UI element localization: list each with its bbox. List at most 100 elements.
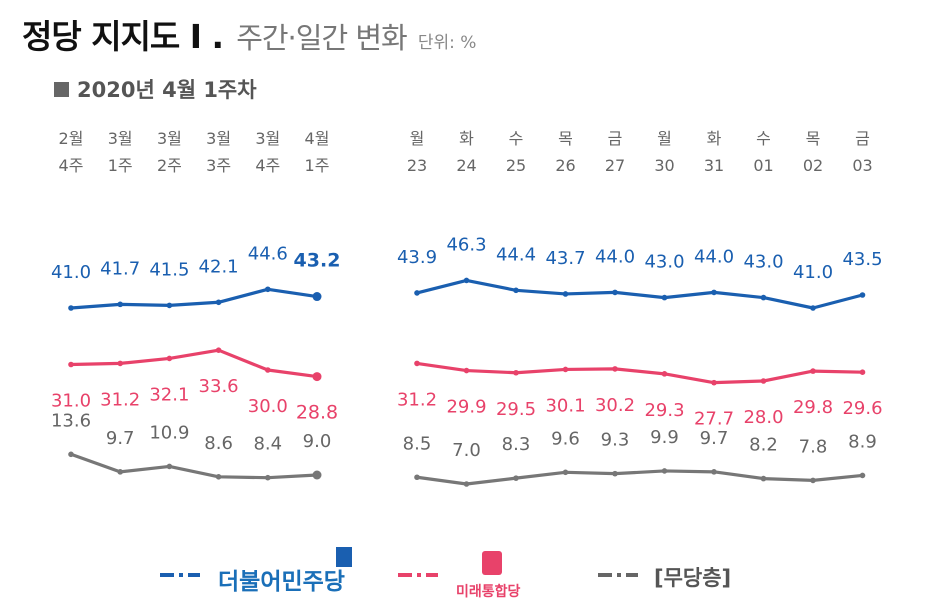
data-label-none: 8.9 — [848, 431, 877, 452]
x-tick-label-bottom: 26 — [555, 156, 575, 175]
data-label-democratic: 44.4 — [496, 244, 536, 265]
data-label-future: 29.8 — [793, 397, 833, 418]
x-tick-label-bottom: 03 — [852, 156, 872, 175]
square-bullet-icon — [54, 82, 69, 97]
data-label-democratic: 42.1 — [199, 256, 239, 277]
x-tick-label-top: 2월 — [59, 129, 84, 148]
data-point-none — [760, 475, 767, 482]
data-label-future: 29.9 — [446, 397, 486, 418]
data-label-democratic: 41.0 — [51, 262, 91, 283]
future-logo-icon — [482, 551, 502, 575]
data-point-future — [265, 367, 271, 373]
x-tick-label-bottom: 1주 — [108, 156, 133, 175]
data-point-democratic — [117, 301, 123, 308]
x-tick-label-top: 화 — [707, 129, 722, 148]
data-point-none — [117, 469, 123, 475]
data-label-future: 30.0 — [248, 396, 288, 417]
data-label-none: 8.5 — [403, 433, 432, 454]
data-label-democratic: 43.5 — [842, 249, 882, 270]
x-tick-label-top: 화 — [459, 129, 474, 148]
series-line-none — [69, 452, 319, 480]
x-tick-label-bottom: 3주 — [206, 156, 231, 175]
chart-title: 정당 지지도 I . — [22, 17, 224, 56]
data-label-none: 8.3 — [502, 434, 531, 455]
data-label-democratic: 43.7 — [545, 248, 585, 269]
data-label-democratic: 44.6 — [248, 243, 288, 264]
data-label-democratic: 44.0 — [694, 246, 734, 267]
data-point-future — [612, 366, 618, 372]
data-point-future — [859, 369, 866, 376]
x-tick-label-bottom: 24 — [456, 156, 476, 175]
data-label-democratic: 43.0 — [743, 252, 783, 273]
series-line-future — [69, 348, 319, 379]
series-line-none — [415, 469, 865, 486]
data-label-democratic: 46.3 — [446, 234, 486, 255]
x-tick-label-bottom: 4주 — [255, 156, 280, 175]
data-label-none: 13.6 — [51, 410, 91, 431]
data-label-future: 29.6 — [842, 398, 882, 419]
data-label-future: 27.7 — [694, 409, 734, 430]
x-tick-label-bottom: 1주 — [305, 156, 330, 175]
x-tick-label-bottom: 01 — [753, 156, 773, 175]
x-tick-label-bottom: 30 — [654, 156, 674, 175]
legend-line-none — [598, 573, 638, 577]
data-label-future: 31.2 — [397, 389, 437, 410]
x-tick-label-top: 3월 — [255, 129, 280, 148]
data-label-democratic: 44.0 — [595, 246, 635, 267]
legend-line-democratic — [160, 573, 200, 577]
x-tick-label-bottom: 27 — [605, 156, 625, 175]
data-label-future: 29.3 — [644, 400, 684, 421]
data-label-democratic: 41.5 — [149, 259, 189, 280]
data-point-future — [68, 361, 74, 368]
data-label-democratic: 43.2 — [294, 250, 341, 272]
period-text: 2020년 4월 1주차 — [77, 78, 257, 102]
x-tick-label-top: 3월 — [157, 129, 182, 148]
legend-line-future — [398, 573, 438, 577]
data-point-democratic — [612, 289, 618, 296]
series-line-democratic — [415, 278, 865, 310]
data-point-future — [562, 366, 569, 373]
data-point-none — [711, 469, 717, 475]
legend-item-future: 미래통합당 — [398, 545, 578, 605]
data-point-none — [463, 481, 470, 487]
data-point-none — [562, 469, 569, 476]
x-tick-label-bottom: 25 — [506, 156, 526, 175]
democratic-logo-icon — [336, 547, 352, 567]
data-point-future — [117, 360, 123, 367]
data-label-none: 8.4 — [253, 434, 282, 455]
data-point-none — [810, 477, 816, 484]
series-line-democratic — [69, 287, 319, 310]
x-tick-label-top: 목 — [558, 129, 573, 148]
data-label-democratic: 43.0 — [644, 252, 684, 273]
x-tick-label-top: 수 — [509, 129, 524, 148]
data-point-democratic — [859, 292, 866, 298]
data-label-none: 10.9 — [149, 422, 189, 443]
data-point-none — [612, 470, 618, 477]
data-label-future: 30.2 — [595, 395, 635, 416]
data-label-future: 32.1 — [149, 384, 189, 405]
x-tick-label-top: 3월 — [108, 129, 133, 148]
x-tick-label-bottom: 23 — [407, 156, 427, 175]
data-point-none — [859, 472, 866, 479]
legend-label-future: 미래통합당 — [456, 584, 521, 600]
x-tick-label-top: 수 — [756, 129, 771, 148]
data-point-future — [414, 360, 420, 367]
data-point-none — [68, 451, 74, 458]
data-label-democratic: 41.0 — [793, 262, 833, 283]
data-label-future: 29.5 — [496, 399, 536, 420]
data-point-future — [312, 372, 322, 382]
data-point-future — [661, 371, 668, 377]
data-point-democratic — [166, 302, 173, 309]
period-label: 2020년 4월 1주차 — [54, 74, 257, 104]
data-point-democratic — [711, 289, 717, 296]
data-point-democratic — [215, 299, 222, 306]
data-point-future — [760, 378, 767, 384]
data-point-democratic — [463, 277, 470, 284]
data-label-none: 9.0 — [303, 431, 332, 452]
data-point-none — [166, 463, 173, 470]
data-label-none: 9.7 — [106, 428, 135, 449]
data-point-future — [166, 355, 173, 362]
page-title: 정당 지지도 I . 주간·일간 변화 단위: % — [22, 10, 476, 58]
data-point-future — [810, 368, 816, 374]
